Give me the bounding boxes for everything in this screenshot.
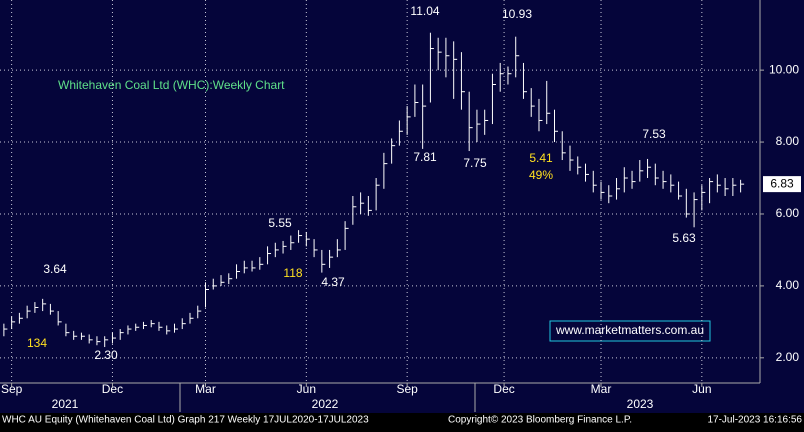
x-tick-label: Jun [692,382,711,396]
footer-left: WHC AU Equity (Whitehaven Coal Ltd) Grap… [2,415,369,426]
x-tick-label: Dec [493,382,514,396]
x-tick-label: Jun [297,382,316,396]
annotation: 7.53 [642,127,666,141]
annotation: 134 [27,336,47,350]
year-label: 2023 [627,397,654,411]
annotation: 2.30 [94,348,118,362]
watermark: www.marketmatters.com.au [555,323,704,337]
annotation: 118 [283,266,302,280]
x-tick-label: Sep [396,382,418,396]
x-tick-label: Mar [195,382,216,396]
y-tick-label: 6.00 [776,206,800,220]
footer-right: 17-Jul-2023 16:16:56 [707,415,802,426]
annotation: 49% [529,168,553,182]
annotation: 11.04 [410,4,439,18]
y-tick-label: 4.00 [776,278,800,292]
annotation: 7.75 [463,156,487,170]
y-tick-label: 10.00 [769,62,799,76]
footer-center: Copyright© 2023 Bloomberg Finance L.P. [448,415,632,426]
y-tick-label: 8.00 [776,134,800,148]
x-tick-label: Sep [1,382,23,396]
footer-bar [0,413,804,427]
annotation: 5.41 [529,151,553,165]
chart-title: Whitehaven Coal Ltd (WHC):Weekly Chart [58,78,285,92]
y-tick-label: 2.00 [776,350,800,364]
annotation: 3.64 [43,262,67,276]
last-price-label: 6.83 [770,176,794,190]
x-tick-label: Dec [102,382,123,396]
annotation: 5.55 [268,216,292,230]
x-tick-label: Mar [591,382,612,396]
watermark-box [549,320,711,342]
year-label: 2021 [52,397,79,411]
last-price-box [763,176,801,193]
chart-background [0,0,804,413]
year-label: 2022 [312,397,339,411]
annotation: 7.81 [413,150,437,164]
annotation: 10.93 [502,7,532,21]
annotation: 4.37 [321,275,345,289]
annotation: 5.63 [672,231,696,245]
